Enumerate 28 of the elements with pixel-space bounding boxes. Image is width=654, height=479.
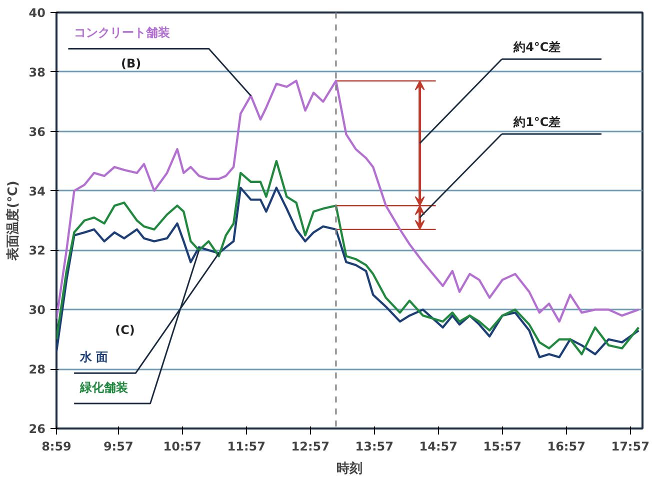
y-tick-label: 40 <box>28 6 46 20</box>
y-tick-label: 36 <box>28 124 46 139</box>
annotation: 約4°C差 <box>512 40 561 54</box>
x-tick-label: 9:57 <box>103 440 134 454</box>
annotation: 約1°C差 <box>512 114 561 129</box>
annotation: (C) <box>115 322 135 337</box>
x-axis-title: 時刻 <box>336 460 362 476</box>
x-tick-label: 11:57 <box>227 440 266 454</box>
y-tick-label: 28 <box>28 362 46 377</box>
y-tick-label: 26 <box>28 422 46 436</box>
x-tick-label: 16:57 <box>547 440 586 454</box>
text: コンクリート舗装 <box>74 26 172 40</box>
y-tick-label: 34 <box>28 184 46 198</box>
y-tick-label: 30 <box>28 303 46 318</box>
x-tick-label: 17:57 <box>611 440 650 454</box>
series-label: 水 面 <box>78 350 108 364</box>
x-tick-label: 12:57 <box>291 440 330 454</box>
text: 緑化舗装 <box>78 380 129 394</box>
y-tick-label: 32 <box>28 244 46 258</box>
annotation: (B) <box>120 56 142 71</box>
y-axis-title: 表面温度(℃) <box>4 180 21 262</box>
x-tick-label: 8:59 <box>42 440 72 454</box>
x-tick-label: 14:57 <box>419 440 458 454</box>
y-tick-label: 38 <box>28 65 46 80</box>
x-tick-label: 13:57 <box>355 440 394 454</box>
line-series <box>56 80 640 323</box>
x-tick-label: 10:57 <box>163 440 202 454</box>
x-tick-label: 15:57 <box>483 440 522 454</box>
